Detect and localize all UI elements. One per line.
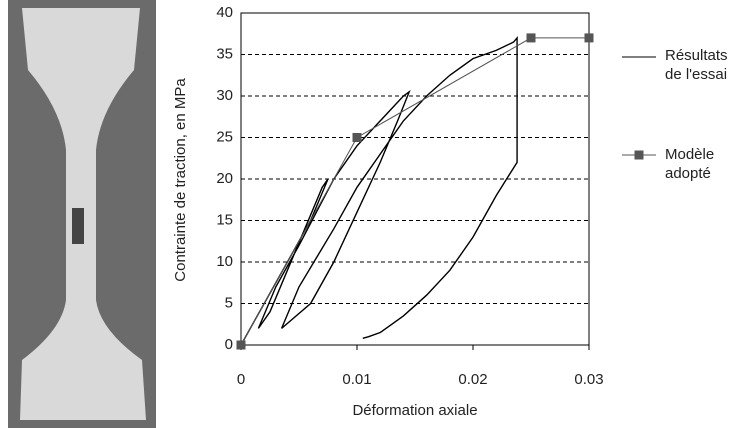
marker	[526, 33, 536, 43]
y-tick-label: 35	[216, 45, 233, 62]
y-tick-label: 25	[216, 128, 233, 145]
series-line	[240, 37, 589, 346]
x-axis-title: Déformation axiale	[352, 402, 477, 419]
x-tick-label: 0.03	[574, 371, 603, 388]
marker	[236, 340, 246, 350]
y-tick-label: 15	[216, 211, 233, 228]
y-tick-label: 5	[225, 294, 233, 311]
y-tick-label: 20	[216, 170, 233, 187]
y-axis-title: Contrainte de traction, en MPa	[172, 78, 189, 282]
x-tick-label: 0.02	[458, 371, 487, 388]
plot-frame	[240, 12, 590, 346]
legend-marker	[634, 150, 644, 160]
series-line	[240, 35, 518, 346]
y-tick-label: 40	[216, 4, 233, 21]
legend-label: Résultats de l'essai	[665, 47, 728, 83]
marker	[352, 133, 362, 142]
x-tick-label: 0.01	[342, 371, 371, 388]
x-tick-label: 0	[237, 371, 245, 388]
strain-gauge	[72, 208, 84, 244]
legend-label: Modèle adopté	[665, 146, 715, 182]
y-tick-label: 0	[225, 336, 233, 353]
y-tick-label: 10	[216, 253, 233, 270]
y-tick-label: 30	[216, 87, 233, 104]
marker	[584, 33, 594, 43]
